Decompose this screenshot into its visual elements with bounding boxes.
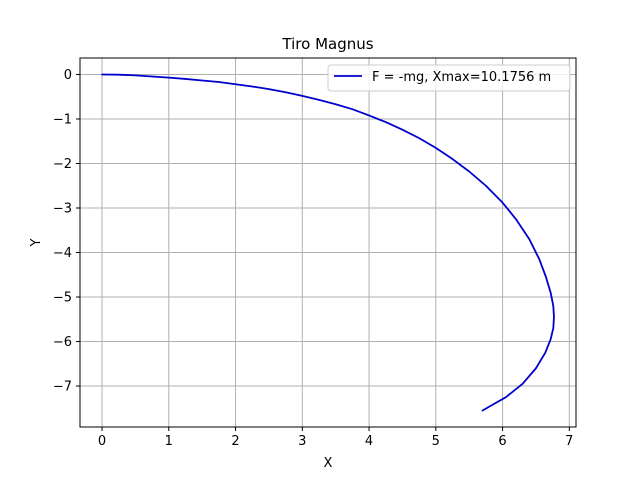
- x-tick-label: 6: [498, 434, 506, 449]
- y-tick-label: −4: [53, 246, 72, 261]
- chart-title: Tiro Magnus: [281, 35, 373, 53]
- series-line: [101, 73, 555, 412]
- plot-area: [80, 58, 576, 427]
- y-tick-label: −2: [53, 157, 72, 172]
- x-tick-label: 2: [231, 434, 239, 449]
- x-tick-label: 3: [298, 434, 306, 449]
- series-layer: [101, 73, 555, 412]
- x-tick-label: 0: [98, 434, 106, 449]
- legend-label: F = -mg, Xmax=10.1756 m: [372, 70, 551, 85]
- grid-lines: [80, 58, 576, 427]
- y-tick-label: −5: [53, 291, 72, 306]
- legend: F = -mg, Xmax=10.1756 m: [327, 64, 571, 92]
- y-axis-title: Y: [29, 238, 44, 247]
- y-tick-label: −7: [53, 380, 72, 395]
- y-tick-label: 0: [64, 68, 72, 83]
- x-tick-label: 5: [432, 434, 440, 449]
- y-tick-label: −1: [53, 112, 72, 127]
- y-tick-label: −3: [53, 202, 72, 217]
- y-axis-ticks: 0 −1 −2 −3 −4 −5 −6 −7: [53, 68, 80, 395]
- y-tick-label: −6: [53, 335, 72, 350]
- x-axis-title: X: [324, 456, 333, 471]
- x-tick-label: 7: [565, 434, 573, 449]
- legend-box: [327, 64, 571, 92]
- x-tick-label: 1: [165, 434, 173, 449]
- plot-frame: [79, 57, 577, 428]
- x-tick-label: 4: [365, 434, 373, 449]
- x-axis-ticks: 0 1 2 3 4 5 6 7: [98, 427, 573, 449]
